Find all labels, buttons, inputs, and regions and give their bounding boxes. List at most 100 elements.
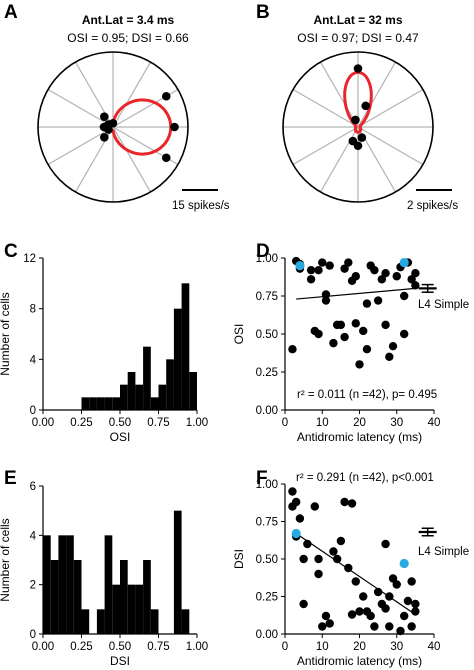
histogram-bar — [43, 535, 51, 634]
histogram-bar — [150, 397, 159, 410]
polar-point-3 — [348, 136, 358, 146]
y-tick-label: 4 — [30, 354, 37, 366]
x-tick-label: 0.00 — [32, 417, 54, 429]
data-point — [385, 622, 394, 631]
panel-d-stats: r² = 0.011 (n =42), p= 0.495 — [297, 389, 437, 401]
polar-outline — [282, 51, 434, 203]
data-point — [392, 580, 401, 589]
data-point — [407, 622, 416, 631]
x-tick-label: 10 — [316, 417, 329, 429]
histogram-bar — [104, 397, 113, 410]
y-tick-label: 0 — [30, 629, 36, 641]
data-point — [381, 320, 390, 330]
polar-point-7 — [100, 133, 109, 142]
x-tick-label: 0 — [282, 641, 288, 653]
y-axis-label: Number of cells — [0, 518, 12, 601]
data-point — [318, 258, 327, 267]
scale-label-b: 2 spikes/s — [407, 200, 458, 212]
y-tick-label: 0.50 — [256, 329, 278, 341]
data-point — [288, 345, 297, 354]
data-point — [306, 265, 316, 275]
data-point — [303, 539, 312, 549]
data-point — [299, 599, 308, 609]
x-tick-label: 0.75 — [147, 417, 169, 429]
histogram-bar — [120, 560, 128, 634]
polar-point-6 — [100, 112, 109, 121]
data-point — [362, 299, 372, 308]
x-tick-label: 1.00 — [186, 417, 208, 429]
data-point — [314, 265, 323, 275]
data-point — [400, 329, 409, 339]
histogram-bar — [181, 609, 190, 634]
x-tick-label: 0.25 — [70, 417, 92, 429]
panel-f-l4-label: L4 Simple — [418, 546, 469, 558]
polar-spoke-150 — [47, 88, 114, 128]
polar-spoke-240 — [319, 126, 359, 193]
data-point — [351, 319, 360, 328]
data-point — [400, 291, 409, 301]
data-point — [407, 577, 416, 586]
panel-letter-d: D — [256, 241, 270, 262]
highlight-point — [295, 261, 305, 271]
histogram-dsi: 0.00 0.25 0.50 0.75 1.00 0 2 4 6 DSI Number of cel… — [0, 481, 208, 668]
polar-spoke-210 — [292, 126, 359, 166]
data-point — [291, 497, 301, 507]
histogram-bar — [66, 535, 74, 634]
polar-spoke-330 — [357, 126, 424, 166]
panel-letter-c: C — [4, 241, 18, 262]
tuning-curve — [343, 70, 373, 134]
data-point — [314, 329, 323, 339]
polar-spoke-60 — [357, 61, 397, 128]
histogram-bar — [127, 372, 136, 410]
data-point — [359, 592, 368, 601]
data-point — [340, 264, 349, 273]
x-axis-label: OSI — [110, 430, 131, 444]
data-point — [340, 497, 349, 507]
data-point — [411, 281, 420, 290]
data-point — [314, 569, 323, 579]
data-point — [347, 610, 357, 619]
histogram-bar — [120, 384, 128, 410]
data-point — [325, 619, 334, 628]
data-point — [388, 574, 398, 583]
x-axis-label: Antidromic latency (ms) — [297, 430, 422, 444]
panel-b-title: Ant.Lat = 32 ms — [313, 13, 402, 27]
data-point — [403, 596, 413, 606]
data-point — [347, 499, 357, 508]
x-tick-label: 20 — [353, 417, 366, 429]
data-point — [321, 611, 331, 621]
histogram-bar — [127, 584, 136, 634]
histogram-bar — [96, 609, 105, 634]
y-tick-label: 12 — [23, 253, 36, 265]
histogram-bar — [143, 346, 151, 410]
panel-f-stats: r² = 0.291 (n =42), p<0.001 — [296, 472, 434, 484]
polar-point-5 — [351, 115, 360, 125]
data-point — [332, 554, 342, 564]
data-point — [392, 272, 401, 281]
data-point — [321, 290, 331, 299]
data-point — [381, 604, 390, 613]
data-point — [377, 275, 387, 284]
histogram-bar — [112, 584, 120, 634]
histogram-bar — [150, 609, 159, 634]
polar-point-4 — [357, 133, 367, 142]
x-tick-label: 10 — [316, 641, 329, 653]
histogram-bar — [89, 397, 97, 410]
data-point — [340, 332, 349, 342]
polar-spoke-60 — [112, 61, 152, 128]
histogram-bar — [135, 384, 144, 410]
histogram-bar — [112, 397, 120, 410]
x-tick-label: 0 — [282, 417, 288, 429]
histogram-bar — [50, 560, 59, 634]
x-tick-label: 40 — [428, 417, 441, 429]
data-point — [295, 514, 305, 523]
data-point — [366, 611, 375, 621]
panel-letter-f: F — [256, 468, 268, 489]
histogram-bar — [81, 609, 90, 634]
x-tick-label: 1.00 — [186, 641, 208, 653]
data-point — [373, 587, 383, 597]
x-tick-label: 0.00 — [32, 641, 54, 653]
y-tick-label: 8 — [30, 304, 36, 316]
y-axis-label: OSI — [232, 324, 246, 345]
polar-point-2 — [161, 153, 171, 163]
